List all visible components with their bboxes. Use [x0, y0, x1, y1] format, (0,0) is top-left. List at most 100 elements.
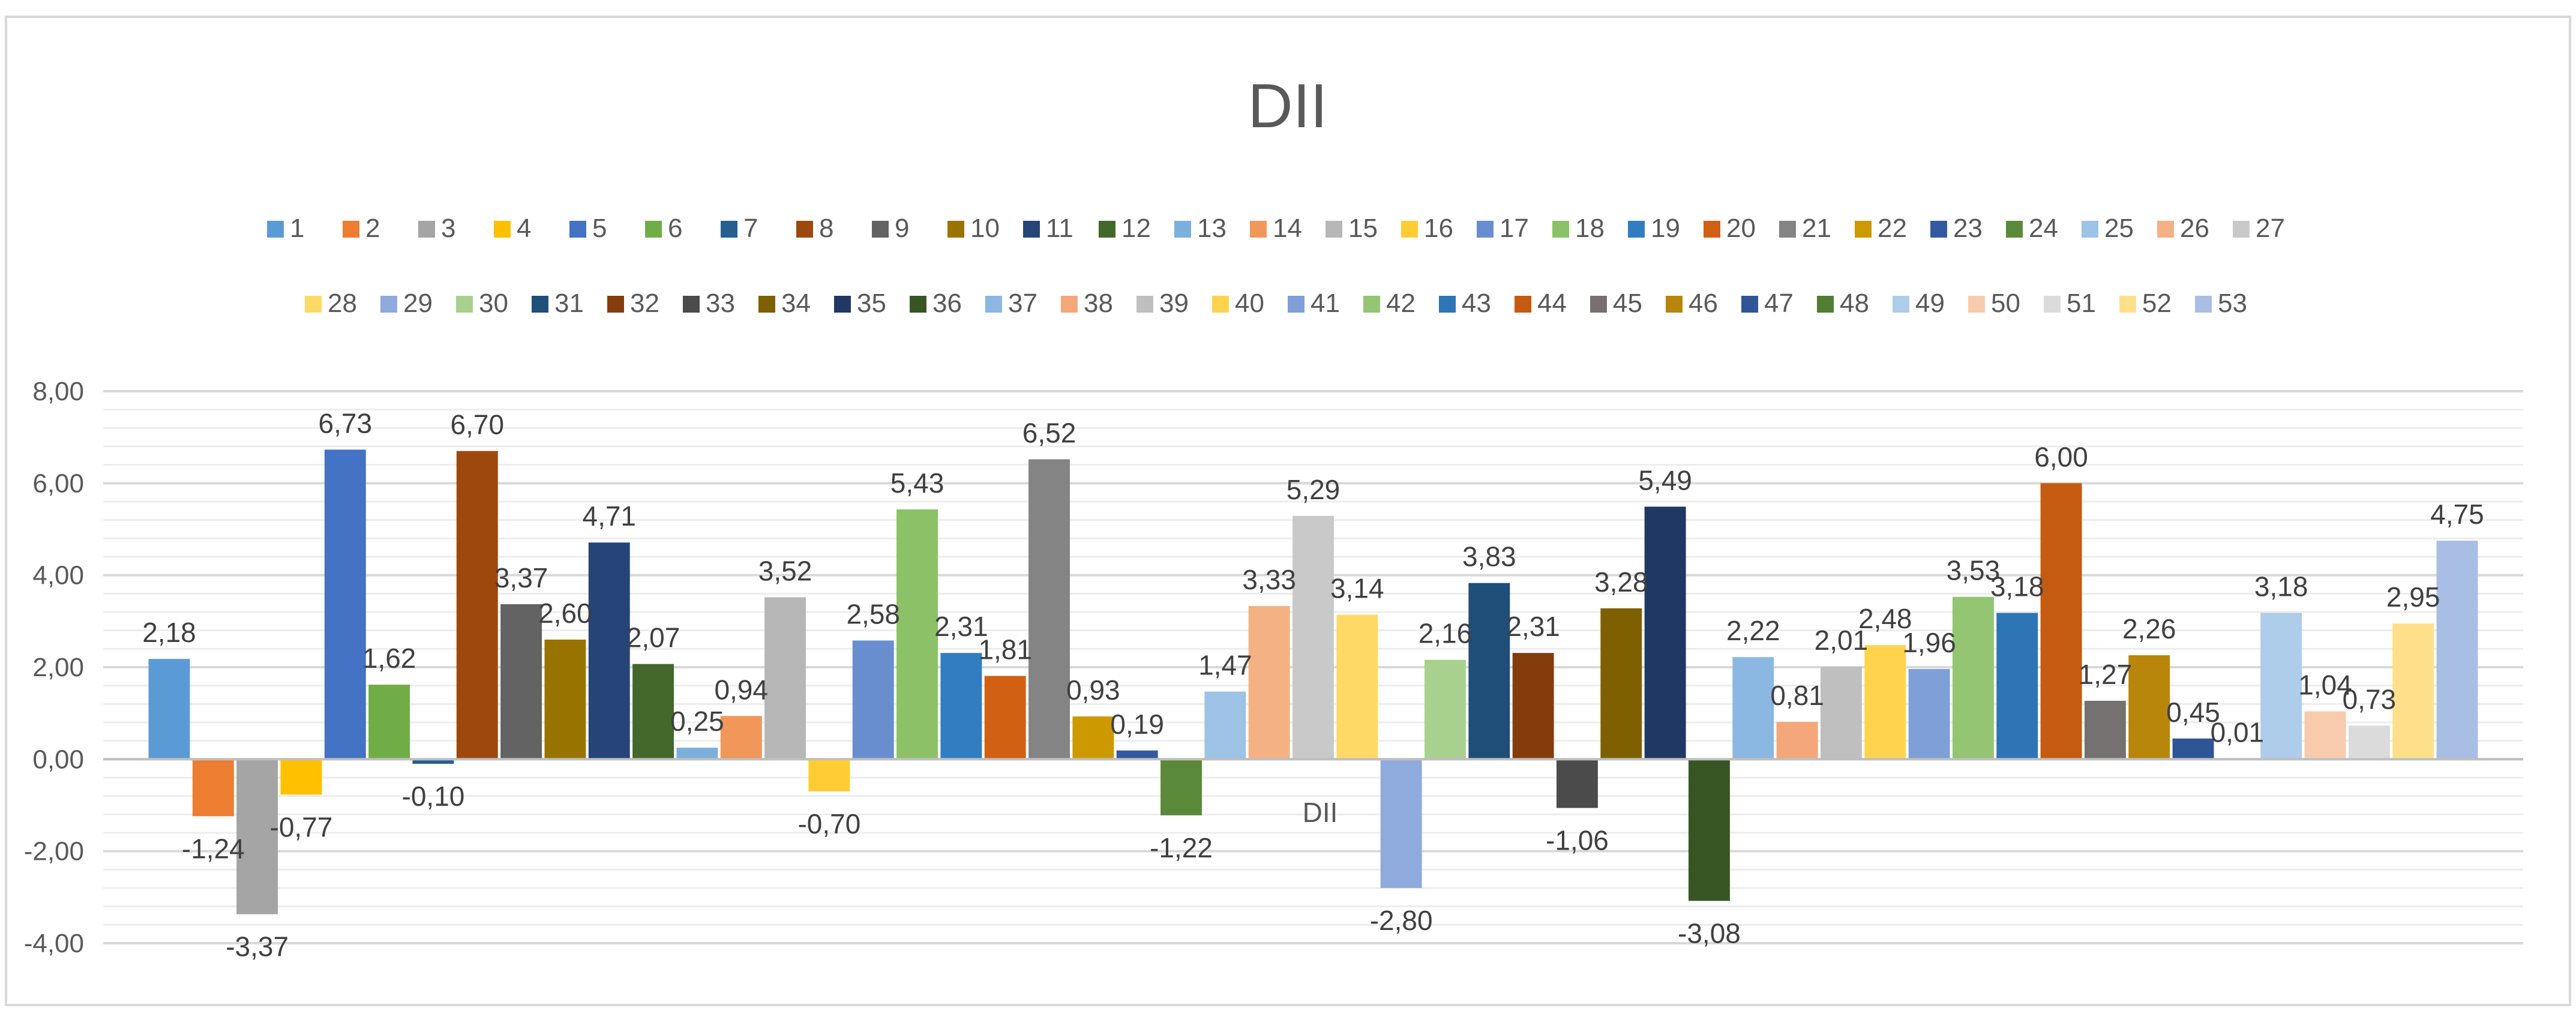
bar-4 [280, 759, 322, 795]
data-label-43: 3,18 [1990, 571, 2044, 602]
bar-38 [1776, 722, 1818, 760]
legend-label-13: 13 [1197, 214, 1226, 243]
legend-swatch-36 [910, 296, 926, 313]
legend-swatch-35 [834, 296, 851, 313]
bar-1 [148, 659, 190, 760]
chart-border [5, 16, 2571, 1006]
legend-label-49: 49 [1915, 289, 1945, 318]
legend-swatch-23 [1930, 221, 1947, 238]
legend-label-4: 4 [517, 214, 531, 243]
legend-swatch-1 [267, 221, 284, 238]
bar-10 [544, 640, 586, 760]
data-labels: 2,18 -1,24 -3,37 -0,77 6,73 1,62 -0,10 6,70 3,37… [142, 407, 2484, 962]
data-label-38: 0,81 [1770, 680, 1824, 711]
legend-label-34: 34 [781, 289, 811, 318]
legend-swatch-9 [872, 221, 889, 238]
legend-label-14: 14 [1273, 214, 1302, 243]
legend-label-37: 37 [1008, 289, 1037, 318]
bar-15 [764, 597, 806, 760]
data-label-50: 1,04 [2298, 670, 2352, 701]
legend-label-12: 12 [1121, 214, 1151, 243]
legend-swatch-21 [1779, 221, 1796, 238]
bar-17 [852, 640, 894, 760]
bar-51 [2348, 725, 2390, 760]
data-label-17: 2,58 [846, 599, 900, 630]
legend-swatch-53 [2195, 296, 2212, 313]
legend-label-40: 40 [1235, 289, 1264, 318]
legend-swatch-52 [2119, 296, 2136, 313]
bar-40 [1864, 645, 1906, 760]
data-label-26: 3,33 [1242, 564, 1296, 595]
legend-swatch-43 [1439, 296, 1456, 313]
legend-swatch-20 [1704, 221, 1720, 238]
legend-swatch-46 [1666, 296, 1683, 313]
legend-label-24: 24 [2029, 214, 2058, 243]
legend-label-17: 17 [1500, 214, 1529, 243]
bar-3 [236, 759, 278, 914]
data-label-53: 4,75 [2430, 499, 2484, 530]
data-label-35: 5,49 [1638, 464, 1692, 496]
legend-swatch-42 [1363, 296, 1380, 313]
data-label-42: 3,53 [1947, 555, 2001, 586]
data-label-23: 0,19 [1110, 709, 1164, 740]
y-tick-label: 6,00 [32, 469, 84, 498]
legend-swatch-30 [456, 296, 473, 313]
data-label-36: -3,08 [1678, 917, 1741, 949]
legend-swatch-25 [2082, 221, 2098, 238]
legend-label-52: 52 [2142, 289, 2172, 318]
data-label-7: -0,10 [402, 781, 465, 812]
legend-swatch-4 [494, 221, 511, 238]
legend-label-10: 10 [970, 214, 1000, 243]
bar-41 [1908, 669, 1950, 760]
bar-52 [2392, 623, 2434, 760]
legend-swatch-14 [1250, 221, 1267, 238]
data-label-40: 2,48 [1858, 603, 1912, 634]
bar-14 [720, 716, 762, 760]
legend-swatch-28 [305, 296, 322, 313]
legend-label-21: 21 [1802, 214, 1831, 243]
data-label-5: 6,73 [319, 407, 373, 439]
legend-label-18: 18 [1575, 214, 1605, 243]
bar-8 [456, 451, 498, 760]
data-label-6: 1,62 [362, 643, 416, 674]
data-label-16: -0,70 [797, 808, 860, 839]
data-label-30: 2,16 [1419, 618, 1473, 649]
data-label-15: 3,52 [758, 555, 812, 586]
data-label-37: 2,22 [1726, 615, 1780, 646]
legend-label-42: 42 [1386, 289, 1416, 318]
data-label-39: 2,01 [1815, 625, 1869, 656]
legend-swatch-41 [1288, 296, 1305, 313]
legend-label-35: 35 [857, 289, 886, 318]
bar-5 [324, 449, 366, 760]
bar-45 [2084, 700, 2126, 760]
bar-29 [1380, 759, 1422, 888]
legend-swatch-32 [607, 296, 624, 313]
legend-swatch-13 [1174, 221, 1191, 238]
legend-swatch-50 [1968, 296, 1985, 313]
data-label-45: 1,27 [2079, 659, 2133, 690]
bar-20 [984, 676, 1026, 760]
bar-16 [808, 759, 850, 791]
legend-label-50: 50 [1991, 289, 2020, 318]
bar-23 [1116, 750, 1158, 760]
legend-swatch-51 [2044, 296, 2061, 313]
legend-label-5: 5 [592, 214, 607, 243]
data-label-18: 5,43 [890, 467, 944, 499]
legend-swatch-26 [2157, 221, 2174, 238]
bar-42 [1952, 596, 1994, 760]
bar-18 [896, 509, 938, 760]
y-tick-label: 0,00 [32, 745, 84, 774]
legend-swatch-6 [645, 221, 662, 238]
data-label-24: -1,22 [1150, 832, 1213, 863]
legend-swatch-45 [1590, 296, 1607, 313]
legend-label-31: 31 [554, 289, 584, 318]
bar-22 [1072, 716, 1114, 760]
legend-swatch-15 [1326, 221, 1342, 238]
legend-label-41: 41 [1311, 289, 1340, 318]
legend-label-48: 48 [1840, 289, 1869, 318]
legend: 1 2 3 4 5 6 7 8 9 10 11 12 13 14 15 16 17 18 19 20 21 22 23 24 2… [267, 214, 2285, 318]
data-label-48: 0,01 [2211, 717, 2265, 748]
legend-swatch-19 [1628, 221, 1645, 238]
data-label-34: 3,28 [1594, 566, 1648, 598]
bar-35 [1644, 506, 1686, 760]
